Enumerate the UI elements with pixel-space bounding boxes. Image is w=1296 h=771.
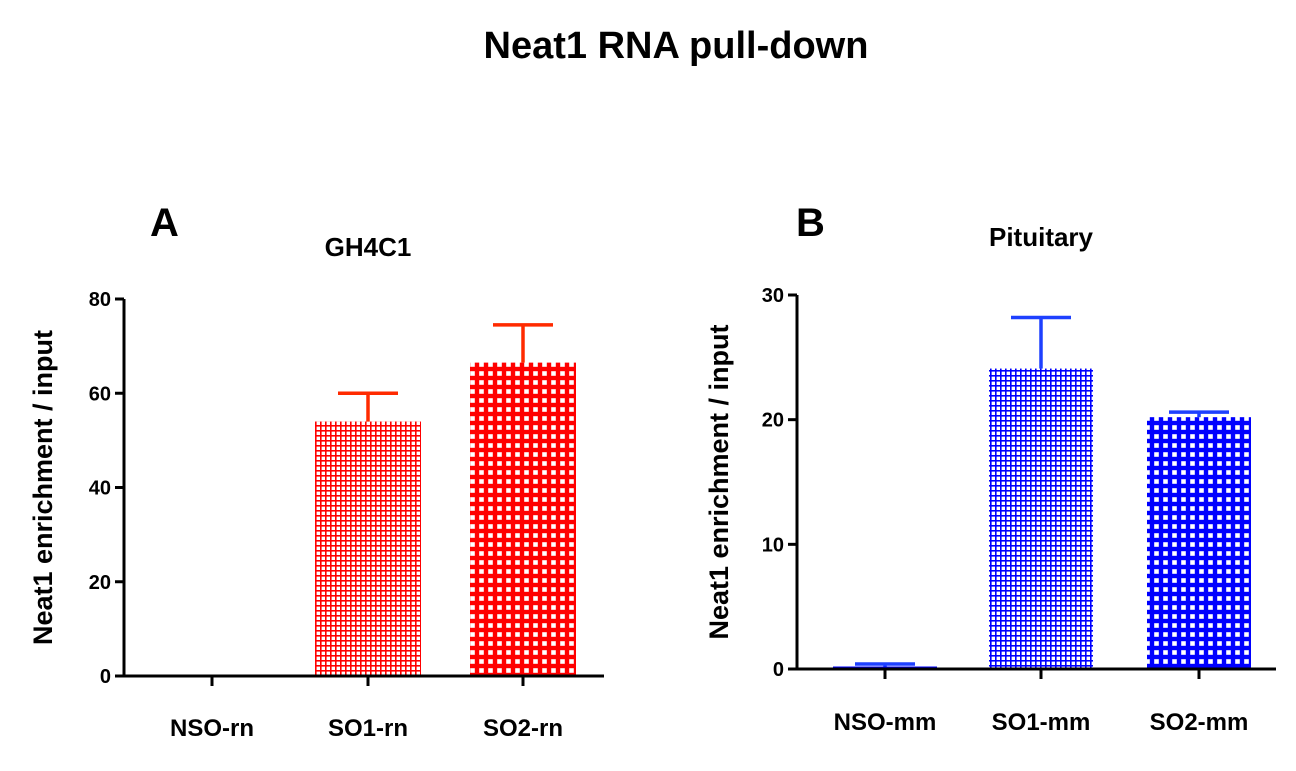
- panel-a-y-tick-label: 20: [89, 572, 111, 594]
- panel-a-bar-so1-rn: [315, 421, 421, 676]
- panel-a-chart: A GH4C1 Neat1 enrichment / input 0 20 40 60 80 N…: [28, 201, 604, 742]
- panel-b-chart: B Pituitary Neat1 enrichment / input 0 10 20 3…: [704, 201, 1276, 736]
- panel-a-y-tick-label: 80: [89, 289, 111, 311]
- panel-a-y-axis-label: Neat1 enrichment / input: [28, 330, 58, 645]
- panel-b-y-tick-label: 20: [762, 410, 784, 432]
- panel-b-category-label: NSO-mm: [834, 709, 937, 736]
- panel-b-bar-so1-mm: [989, 368, 1093, 669]
- panel-a-title: GH4C1: [325, 232, 412, 262]
- panel-b-y-tick-label: 10: [762, 534, 784, 556]
- panel-a-letter: A: [150, 201, 179, 245]
- panel-b-bar-so2-mm: [1147, 417, 1251, 669]
- panel-b-category-label: SO2-mm: [1150, 709, 1249, 736]
- panel-a-y-tick-label: 40: [89, 478, 111, 500]
- panel-b-letter: B: [796, 201, 825, 245]
- figure-title: Neat1 RNA pull-down: [484, 25, 869, 67]
- panel-a-y-tick-label: 0: [100, 666, 111, 688]
- panel-b-y-tick-label: 0: [773, 659, 784, 681]
- panel-a-category-label: NSO-rn: [170, 715, 254, 742]
- panel-b-title: Pituitary: [989, 222, 1094, 252]
- panel-a-category-label: SO2-rn: [483, 715, 563, 742]
- panel-a-y-tick-label: 60: [89, 383, 111, 405]
- panel-b-category-label: SO1-mm: [992, 709, 1091, 736]
- panel-a-bar-so2-rn: [470, 362, 576, 676]
- panel-b-y-axis-label: Neat1 enrichment / input: [704, 324, 734, 639]
- panel-a-category-label: SO1-rn: [328, 715, 408, 742]
- panel-b-y-tick-label: 30: [762, 285, 784, 307]
